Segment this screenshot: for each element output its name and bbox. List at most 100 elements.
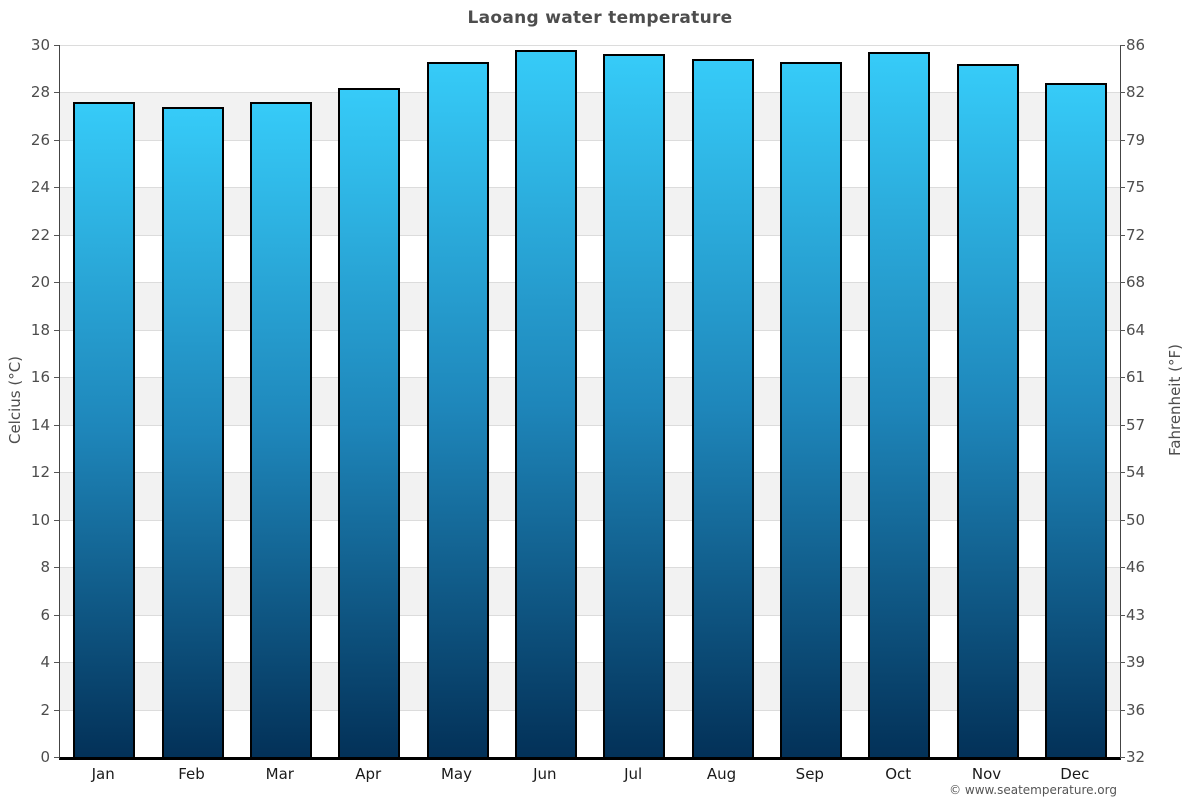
plot-area (59, 45, 1121, 760)
bar-feb[interactable] (161, 107, 224, 757)
tick-mark-left (54, 329, 59, 331)
tick-mark-left (54, 567, 59, 569)
tick-mark-left (54, 709, 59, 711)
y-tick-fahrenheit-57: 57 (1126, 415, 1146, 434)
tick-mark-left (54, 424, 59, 426)
y-tick-fahrenheit-54: 54 (1126, 463, 1146, 482)
tick-mark-right (1120, 424, 1125, 426)
plot-band (60, 377, 1120, 425)
x-tick-feb: Feb (178, 765, 205, 783)
plot-band (60, 329, 1120, 378)
plot-band (60, 187, 1120, 235)
bar-aug[interactable] (691, 59, 754, 757)
bar-may[interactable] (426, 62, 489, 757)
y-tick-celsius-2: 2 (40, 700, 50, 719)
y-tick-celsius-8: 8 (40, 558, 50, 577)
x-tick-dec: Dec (1060, 765, 1090, 783)
plot-band (60, 519, 1120, 568)
x-tick-sep: Sep (795, 765, 824, 783)
y-tick-celsius-12: 12 (30, 463, 50, 482)
x-tick-mar: Mar (265, 765, 294, 783)
y-tick-fahrenheit-36: 36 (1126, 700, 1146, 719)
copyright-text: © www.seatemperature.org (949, 783, 1117, 797)
tick-mark-left (54, 377, 59, 379)
y-tick-fahrenheit-64: 64 (1126, 320, 1146, 339)
tick-mark-right (1120, 329, 1125, 331)
tick-mark-right (1120, 757, 1125, 758)
plot-band (60, 662, 1120, 710)
tick-mark-left (54, 139, 59, 141)
tick-mark-right (1120, 282, 1125, 284)
y-tick-celsius-22: 22 (30, 225, 50, 244)
plot-band (60, 139, 1120, 188)
y-tick-celsius-16: 16 (30, 368, 50, 387)
x-tick-nov: Nov (971, 765, 1002, 783)
y-tick-celsius-18: 18 (30, 320, 50, 339)
x-tick-aug: Aug (706, 765, 737, 783)
tick-mark-right (1120, 519, 1125, 521)
y-tick-fahrenheit-72: 72 (1126, 225, 1146, 244)
tick-mark-left (54, 519, 59, 521)
tick-mark-right (1120, 709, 1125, 711)
plot-band (60, 614, 1120, 663)
bar-sep[interactable] (779, 62, 842, 757)
x-tick-oct: Oct (885, 765, 912, 783)
tick-mark-left (54, 45, 59, 46)
y-tick-celsius-10: 10 (30, 510, 50, 529)
y-tick-celsius-24: 24 (30, 178, 50, 197)
plot-band (60, 567, 1120, 615)
y-tick-fahrenheit-46: 46 (1126, 558, 1146, 577)
tick-mark-right (1120, 472, 1125, 474)
y-tick-fahrenheit-68: 68 (1126, 273, 1146, 292)
x-tick-apr: Apr (355, 765, 382, 783)
y-tick-fahrenheit-43: 43 (1126, 605, 1146, 624)
bar-oct[interactable] (868, 52, 931, 757)
plot-band (60, 424, 1120, 473)
plot-band (60, 282, 1120, 330)
tick-mark-right (1120, 567, 1125, 569)
bar-jun[interactable] (514, 50, 577, 757)
y-tick-celsius-14: 14 (30, 415, 50, 434)
tick-mark-right (1120, 234, 1125, 236)
y-tick-fahrenheit-75: 75 (1126, 178, 1146, 197)
y-tick-celsius-26: 26 (30, 130, 50, 149)
y-tick-celsius-28: 28 (30, 83, 50, 102)
plot-band (60, 234, 1120, 283)
x-tick-jun: Jun (533, 765, 557, 783)
tick-mark-left (54, 282, 59, 284)
y-tick-fahrenheit-82: 82 (1126, 83, 1146, 102)
tick-mark-left (54, 614, 59, 616)
y-tick-celsius-6: 6 (40, 605, 50, 624)
tick-mark-left (54, 757, 59, 758)
chart-title: Laoang water temperature (467, 8, 733, 28)
tick-mark-right (1120, 92, 1125, 94)
y-axis-title-fahrenheit: Fahrenheit (°F) (1166, 344, 1184, 456)
bar-apr[interactable] (338, 88, 401, 757)
bar-jul[interactable] (603, 54, 666, 757)
bar-nov[interactable] (956, 64, 1019, 757)
y-tick-fahrenheit-39: 39 (1126, 653, 1146, 672)
y-tick-fahrenheit-50: 50 (1126, 510, 1146, 529)
tick-mark-left (54, 234, 59, 236)
tick-mark-left (54, 472, 59, 474)
bar-jan[interactable] (73, 102, 136, 757)
tick-mark-right (1120, 45, 1125, 46)
tick-mark-left (54, 92, 59, 94)
x-tick-jul: Jul (624, 765, 643, 783)
tick-mark-right (1120, 187, 1125, 189)
y-tick-fahrenheit-32: 32 (1126, 748, 1146, 766)
tick-mark-left (54, 187, 59, 189)
tick-mark-left (54, 662, 59, 664)
y-tick-celsius-4: 4 (40, 653, 50, 672)
bar-mar[interactable] (249, 102, 312, 757)
tick-mark-right (1120, 662, 1125, 664)
tick-mark-right (1120, 377, 1125, 379)
tick-mark-right (1120, 139, 1125, 141)
tick-mark-right (1120, 614, 1125, 616)
bar-dec[interactable] (1044, 83, 1107, 757)
y-tick-celsius-0: 0 (40, 748, 50, 766)
plot-band (60, 709, 1120, 757)
y-tick-celsius-30: 30 (30, 36, 50, 54)
x-tick-jan: Jan (91, 765, 115, 783)
